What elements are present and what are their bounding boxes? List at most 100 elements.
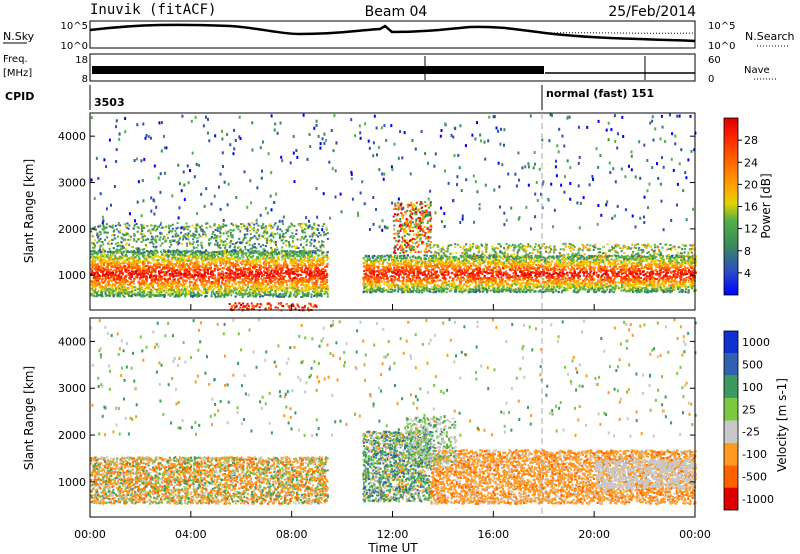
echo-cell — [256, 257, 259, 260]
echo-cell — [267, 252, 270, 255]
echo-cell — [175, 251, 178, 254]
echo-cell — [151, 289, 154, 292]
echo-cell — [234, 263, 237, 266]
echo-cell — [215, 279, 218, 282]
echo-cell — [251, 277, 254, 280]
echo-cell — [190, 287, 193, 290]
echo-cell — [279, 285, 282, 288]
echo-cell — [104, 293, 107, 296]
echo-cell — [106, 263, 109, 266]
echo-cell — [185, 268, 188, 271]
echo-cell — [290, 281, 293, 284]
echo-cell — [101, 278, 104, 281]
echo-cell — [172, 283, 175, 286]
echo-cell — [113, 273, 116, 276]
echo-cell — [200, 275, 203, 278]
echo-cell — [234, 255, 237, 258]
echo-cell — [305, 273, 308, 276]
echo-cell — [102, 282, 105, 284]
echo-cell — [293, 252, 295, 255]
freq-trace — [92, 66, 544, 74]
echo-cell — [166, 289, 169, 292]
echo-cell — [224, 284, 227, 287]
echo-cell — [118, 256, 121, 259]
echo-cell — [237, 264, 240, 267]
echo-cell — [163, 266, 166, 269]
echo-cell — [145, 270, 148, 273]
echo-cell — [184, 295, 187, 298]
echo-cell — [181, 267, 184, 270]
echo-cell — [164, 271, 166, 274]
echo-cell — [254, 292, 257, 295]
echo-cell — [271, 250, 274, 253]
echo-cell — [269, 279, 272, 282]
echo-cell — [214, 295, 217, 298]
echo-cell — [211, 252, 213, 255]
echo-cell — [252, 294, 255, 297]
echo-cell — [197, 291, 200, 294]
echo-cell — [263, 260, 266, 263]
echo-cell — [158, 266, 161, 269]
echo-cell — [109, 257, 112, 260]
echo-cell — [204, 258, 207, 260]
echo-cell — [127, 273, 130, 275]
echo-cell — [299, 264, 302, 266]
echo-cell — [242, 256, 245, 259]
echo-cell — [215, 250, 218, 253]
echo-cell — [133, 277, 136, 280]
echo-cell — [246, 275, 249, 277]
echo-cell — [264, 257, 267, 260]
echo-cell — [142, 295, 145, 298]
echo-cell — [184, 276, 187, 278]
echo-cell — [236, 276, 239, 279]
echo-cell — [302, 253, 305, 256]
echo-cell — [177, 266, 180, 269]
echo-cell — [248, 275, 251, 278]
echo-cell — [288, 255, 291, 258]
echo-cell — [225, 287, 227, 290]
echo-cell — [255, 287, 258, 290]
echo-cell — [282, 293, 285, 296]
echo-cell — [191, 290, 194, 293]
echo-cell — [179, 269, 182, 272]
echo-cell — [242, 279, 245, 282]
echo-cell — [178, 280, 181, 283]
echo-cell — [269, 271, 272, 274]
echo-cell — [161, 289, 164, 292]
echo-cell — [244, 266, 246, 269]
echo-cell — [308, 250, 311, 253]
echo-cell — [110, 264, 113, 266]
echo-cell — [155, 275, 158, 278]
echo-cell — [139, 267, 142, 270]
echo-cell — [248, 260, 251, 263]
echo-cell — [186, 263, 189, 266]
echo-cell — [111, 270, 114, 273]
echo-cell — [95, 295, 98, 298]
echo-cell — [191, 253, 194, 256]
echo-cell — [137, 255, 140, 258]
echo-cell — [247, 295, 250, 298]
echo-cell — [217, 292, 220, 295]
echo-cell — [269, 290, 272, 293]
echo-cell — [135, 270, 138, 273]
echo-cell — [207, 286, 210, 289]
echo-cell — [256, 284, 259, 287]
echo-cell — [205, 291, 208, 294]
echo-cell — [294, 293, 297, 296]
echo-cell — [235, 282, 238, 285]
echo-cell — [284, 287, 287, 290]
echo-cell — [100, 258, 102, 261]
echo-cell — [453, 259, 456, 262]
echo-cell — [268, 273, 271, 276]
echo-cell — [177, 284, 179, 287]
echo-cell — [217, 289, 220, 292]
echo-cell — [119, 263, 121, 266]
echo-cell — [219, 290, 222, 293]
echo-cell — [241, 280, 244, 283]
echo-cell — [176, 294, 179, 297]
echo-cell — [278, 266, 281, 269]
echo-cell — [147, 261, 150, 264]
echo-cell — [102, 288, 105, 291]
echo-cell — [202, 286, 205, 289]
echo-cell — [300, 289, 303, 292]
